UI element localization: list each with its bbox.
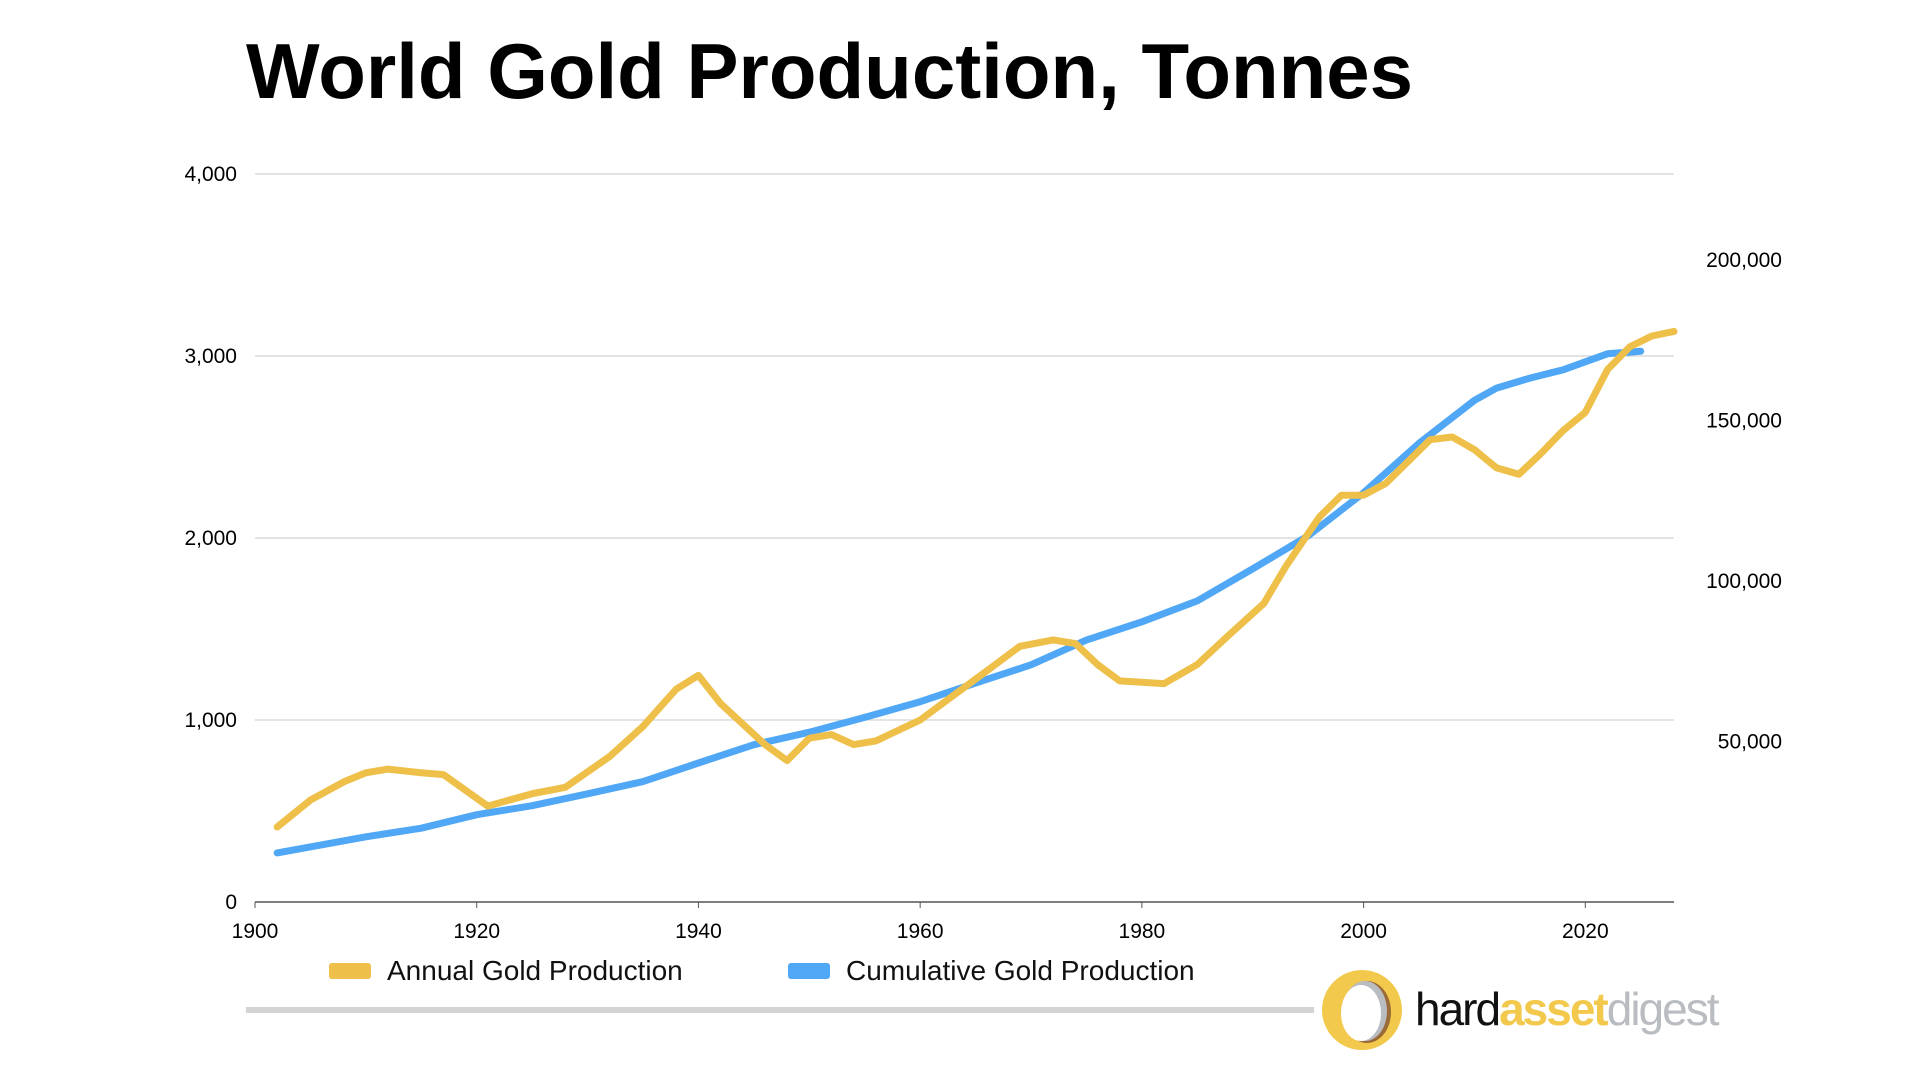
logo-part-asset: asset bbox=[1499, 983, 1609, 1035]
legend-label-annual: Annual Gold Production bbox=[387, 955, 683, 986]
y-tick-label-left: 3,000 bbox=[184, 345, 237, 368]
legend-swatch-cumulative bbox=[788, 963, 830, 979]
logo-part-hard: hard bbox=[1415, 983, 1501, 1035]
logo-part-digest: digest bbox=[1606, 983, 1720, 1035]
x-tick-label: 1900 bbox=[232, 920, 279, 943]
legend-swatch-annual bbox=[329, 963, 371, 979]
x-tick-label: 1980 bbox=[1119, 920, 1166, 943]
y-tick-label-right: 50,000 bbox=[1718, 731, 1782, 754]
x-tick-label: 2020 bbox=[1562, 920, 1609, 943]
y-tick-label-right: 150,000 bbox=[1706, 410, 1782, 433]
legend-label-cumulative: Cumulative Gold Production bbox=[846, 955, 1195, 986]
x-tick-label: 2000 bbox=[1340, 920, 1387, 943]
x-tick-label: 1960 bbox=[897, 920, 944, 943]
logo-ring-icon bbox=[1322, 970, 1402, 1050]
legend-item-annual: Annual Gold Production bbox=[329, 955, 683, 987]
y-tick-label-right: 200,000 bbox=[1706, 249, 1782, 272]
y-tick-label-left: 0 bbox=[225, 891, 237, 914]
y-tick-label-left: 4,000 bbox=[184, 163, 237, 186]
logo-text: hardassetdigest bbox=[1415, 982, 1720, 1036]
divider-bar bbox=[246, 1007, 1314, 1013]
y-tick-label-right: 100,000 bbox=[1706, 570, 1782, 593]
y-tick-label-left: 1,000 bbox=[184, 709, 237, 732]
series-line-cumulative bbox=[273, 347, 1645, 857]
legend-item-cumulative: Cumulative Gold Production bbox=[788, 955, 1195, 987]
x-tick-label: 1920 bbox=[453, 920, 500, 943]
y-tick-label-left: 2,000 bbox=[184, 527, 237, 550]
chart-title: World Gold Production, Tonnes bbox=[246, 27, 1414, 115]
x-tick-label: 1940 bbox=[675, 920, 722, 943]
